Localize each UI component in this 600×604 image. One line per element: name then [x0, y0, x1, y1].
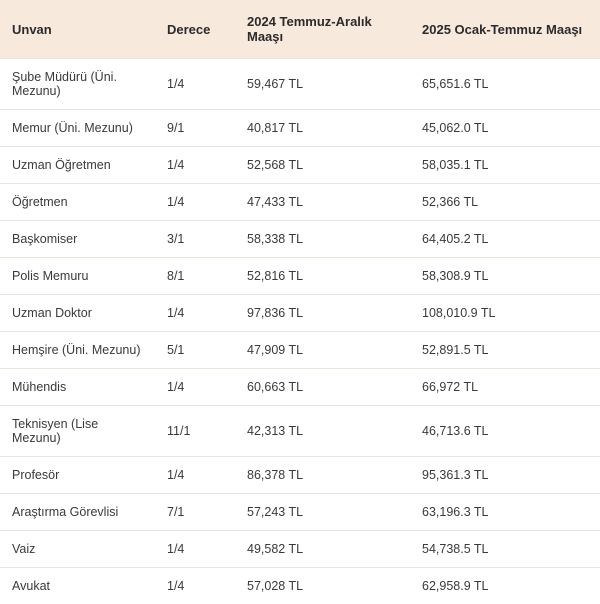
cell-title: Başkomiser — [0, 221, 155, 258]
cell-title: Polis Memuru — [0, 258, 155, 295]
cell-2024: 58,338 TL — [235, 221, 410, 258]
cell-2025: 63,196.3 TL — [410, 494, 600, 531]
cell-2024: 47,433 TL — [235, 184, 410, 221]
cell-2024: 40,817 TL — [235, 110, 410, 147]
cell-2024: 97,836 TL — [235, 295, 410, 332]
table-row: Araştırma Görevlisi7/157,243 TL63,196.3 … — [0, 494, 600, 531]
table-row: Teknisyen (Lise Mezunu)11/142,313 TL46,7… — [0, 406, 600, 457]
cell-degree: 1/4 — [155, 568, 235, 604]
cell-degree: 5/1 — [155, 332, 235, 369]
table-row: Avukat1/457,028 TL62,958.9 TL — [0, 568, 600, 604]
cell-2025: 66,972 TL — [410, 369, 600, 406]
cell-2025: 54,738.5 TL — [410, 531, 600, 568]
cell-2025: 95,361.3 TL — [410, 457, 600, 494]
table-row: Polis Memuru8/152,816 TL58,308.9 TL — [0, 258, 600, 295]
cell-2024: 59,467 TL — [235, 59, 410, 110]
cell-title: Teknisyen (Lise Mezunu) — [0, 406, 155, 457]
cell-2025: 58,308.9 TL — [410, 258, 600, 295]
cell-title: Uzman Öğretmen — [0, 147, 155, 184]
cell-title: Memur (Üni. Mezunu) — [0, 110, 155, 147]
table-row: Mühendis1/460,663 TL66,972 TL — [0, 369, 600, 406]
cell-2025: 52,366 TL — [410, 184, 600, 221]
cell-2024: 57,028 TL — [235, 568, 410, 604]
cell-2024: 57,243 TL — [235, 494, 410, 531]
cell-title: Vaiz — [0, 531, 155, 568]
table-row: Öğretmen1/447,433 TL52,366 TL — [0, 184, 600, 221]
cell-title: Araştırma Görevlisi — [0, 494, 155, 531]
column-header-title: Unvan — [0, 0, 155, 59]
cell-title: Avukat — [0, 568, 155, 604]
cell-degree: 1/4 — [155, 184, 235, 221]
cell-title: Öğretmen — [0, 184, 155, 221]
cell-2025: 46,713.6 TL — [410, 406, 600, 457]
cell-2025: 62,958.9 TL — [410, 568, 600, 604]
column-header-degree: Derece — [155, 0, 235, 59]
cell-degree: 1/4 — [155, 531, 235, 568]
cell-title: Şube Müdürü (Üni. Mezunu) — [0, 59, 155, 110]
cell-degree: 7/1 — [155, 494, 235, 531]
cell-degree: 1/4 — [155, 457, 235, 494]
cell-degree: 1/4 — [155, 59, 235, 110]
cell-2025: 58,035.1 TL — [410, 147, 600, 184]
table-row: Hemşire (Üni. Mezunu)5/147,909 TL52,891.… — [0, 332, 600, 369]
salary-table: Unvan Derece 2024 Temmuz-Aralık Maaşı 20… — [0, 0, 600, 604]
cell-2025: 64,405.2 TL — [410, 221, 600, 258]
cell-degree: 11/1 — [155, 406, 235, 457]
column-header-2024: 2024 Temmuz-Aralık Maaşı — [235, 0, 410, 59]
cell-title: Mühendis — [0, 369, 155, 406]
cell-degree: 9/1 — [155, 110, 235, 147]
cell-title: Profesör — [0, 457, 155, 494]
table-row: Profesör1/486,378 TL95,361.3 TL — [0, 457, 600, 494]
cell-2025: 108,010.9 TL — [410, 295, 600, 332]
cell-2024: 86,378 TL — [235, 457, 410, 494]
cell-title: Uzman Doktor — [0, 295, 155, 332]
cell-degree: 1/4 — [155, 369, 235, 406]
cell-degree: 1/4 — [155, 147, 235, 184]
cell-title: Hemşire (Üni. Mezunu) — [0, 332, 155, 369]
cell-degree: 8/1 — [155, 258, 235, 295]
cell-2024: 47,909 TL — [235, 332, 410, 369]
table-row: Şube Müdürü (Üni. Mezunu)1/459,467 TL65,… — [0, 59, 600, 110]
cell-2025: 52,891.5 TL — [410, 332, 600, 369]
cell-degree: 3/1 — [155, 221, 235, 258]
cell-2025: 65,651.6 TL — [410, 59, 600, 110]
cell-2024: 42,313 TL — [235, 406, 410, 457]
table-row: Uzman Doktor1/497,836 TL108,010.9 TL — [0, 295, 600, 332]
table-body: Şube Müdürü (Üni. Mezunu)1/459,467 TL65,… — [0, 59, 600, 604]
column-header-2025: 2025 Ocak-Temmuz Maaşı — [410, 0, 600, 59]
cell-2025: 45,062.0 TL — [410, 110, 600, 147]
table-row: Vaiz1/449,582 TL54,738.5 TL — [0, 531, 600, 568]
cell-2024: 49,582 TL — [235, 531, 410, 568]
cell-2024: 52,568 TL — [235, 147, 410, 184]
table-header: Unvan Derece 2024 Temmuz-Aralık Maaşı 20… — [0, 0, 600, 59]
table-row: Başkomiser3/158,338 TL64,405.2 TL — [0, 221, 600, 258]
table-row: Uzman Öğretmen1/452,568 TL58,035.1 TL — [0, 147, 600, 184]
cell-2024: 60,663 TL — [235, 369, 410, 406]
cell-2024: 52,816 TL — [235, 258, 410, 295]
cell-degree: 1/4 — [155, 295, 235, 332]
table-row: Memur (Üni. Mezunu)9/140,817 TL45,062.0 … — [0, 110, 600, 147]
